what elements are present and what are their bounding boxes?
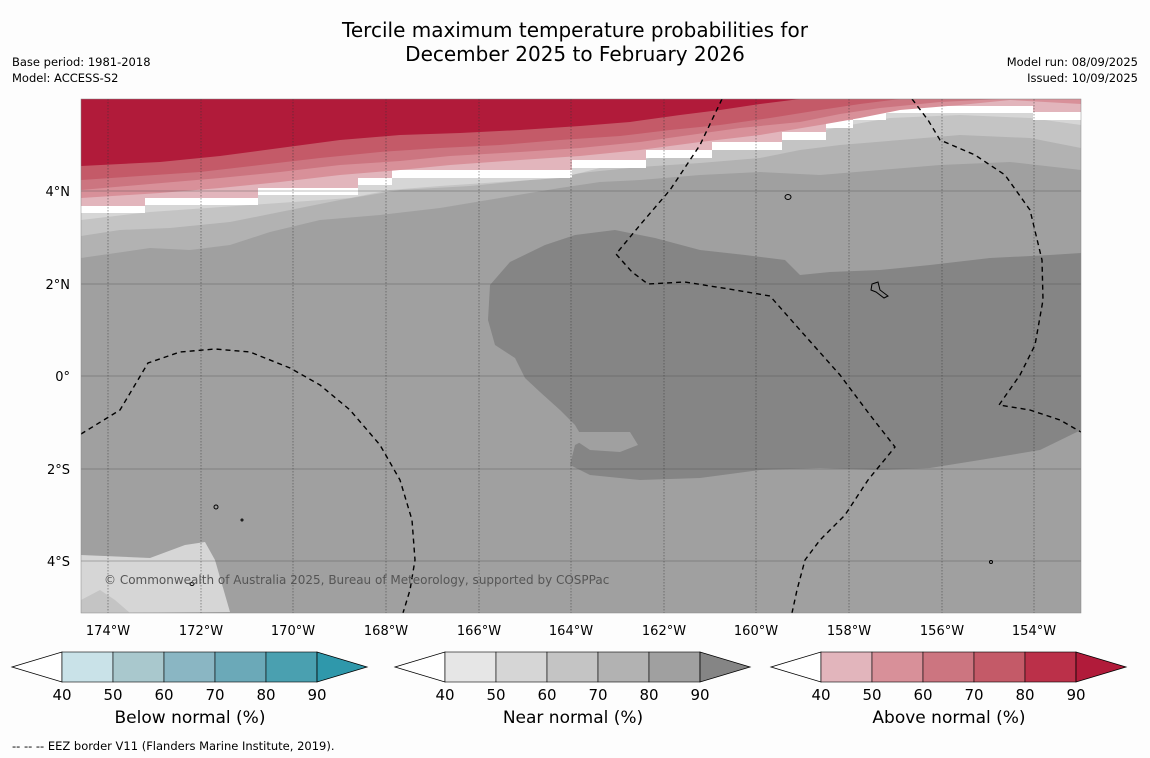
colorbar-tick-label: 90 (1066, 686, 1085, 704)
colorbar-label-below: Below normal (%) (114, 708, 266, 728)
colorbar-tick-label: 60 (913, 686, 932, 704)
colorbar-segment (214, 651, 267, 683)
colorbar-tick-label: 40 (435, 686, 454, 704)
colorbar-segment (163, 651, 216, 683)
colorbar-label-above: Above normal (%) (872, 708, 1026, 728)
colorbar-tick-label: 90 (307, 686, 326, 704)
colorbar-segment (871, 651, 924, 683)
model-run: Model run: 08/09/2025 (1006, 55, 1138, 69)
colorbar-tick-label: 70 (588, 686, 607, 704)
colorbar-segment (922, 651, 975, 683)
colorbar-segment (444, 651, 497, 683)
lon-label: 166°W (457, 624, 501, 639)
islands (189, 194, 993, 586)
colorbar-tick-label: 60 (154, 686, 173, 704)
title-line-1: Tercile maximum temperature probabilitie… (342, 18, 808, 42)
near-normal-60-patch (81, 590, 130, 613)
colorbar-tick-label: 70 (964, 686, 983, 704)
colorbar-tick-label: 80 (639, 686, 658, 704)
lon-label: 164°W (549, 624, 593, 639)
lat-label: 0° (55, 370, 70, 385)
lon-label: 174°W (86, 624, 130, 639)
lat-label: 2°S (47, 463, 70, 478)
lon-label: 160°W (734, 624, 778, 639)
latitude-lines (81, 190, 1081, 562)
lat-label: 4°N (46, 185, 71, 200)
colorbar-tick-label: 80 (256, 686, 275, 704)
lon-label: 156°W (920, 624, 964, 639)
near-normal-90-region (488, 230, 1081, 480)
colorbar-low-extend (769, 651, 822, 683)
map-frame (80, 98, 1082, 614)
metadata-left: Base period: 1981-2018 Model: ACCESS-S2 (12, 54, 151, 86)
colorbar-segment (495, 651, 548, 683)
colorbar-tick-label: 70 (205, 686, 224, 704)
colorbar-segment (1024, 651, 1077, 683)
colorbar-segment (546, 651, 599, 683)
colorbar-below-normal: 40 50 60 70 80 90 (10, 650, 370, 740)
map-field (81, 99, 1081, 613)
colorbar-high-extend (699, 651, 752, 683)
colorbar-high-extend (1075, 651, 1128, 683)
lon-label: 168°W (364, 624, 408, 639)
colorbar-segment (648, 651, 701, 683)
colorbar-tick-label: 40 (811, 686, 830, 704)
lon-label: 154°W (1012, 624, 1056, 639)
eez-footnote: -- -- -- EEZ border V11 (Flanders Marine… (12, 739, 335, 753)
issued-date: Issued: 10/09/2025 (1027, 71, 1138, 85)
colorbar-tick-label: 90 (690, 686, 709, 704)
title-line-2: December 2025 to February 2026 (405, 42, 745, 66)
colorbar-tick-label: 80 (1015, 686, 1034, 704)
colorbar-above-svg: 40 50 60 70 80 90 (769, 651, 1128, 704)
colorbar-label-near: Near normal (%) (502, 708, 644, 728)
metadata-right: Model run: 08/09/2025 Issued: 10/09/2025 (1007, 54, 1138, 86)
colorbar-high-extend (316, 651, 369, 683)
colorbar-segment (112, 651, 165, 683)
colorbar-tick-label: 50 (103, 686, 122, 704)
model-name: Model: ACCESS-S2 (12, 71, 119, 85)
colorbar-low-extend (10, 651, 63, 683)
colorbar-above-normal: 40 50 60 70 80 90 (769, 650, 1129, 740)
colorbar-tick-label: 40 (52, 686, 71, 704)
colorbar-below-svg: 40 50 60 70 80 90 (10, 651, 369, 704)
base-period: Base period: 1981-2018 (12, 55, 151, 69)
longitude-labels: 174°W 172°W 170°W 168°W 166°W 164°W 162°… (86, 624, 1056, 639)
colorbar-near-svg: 40 50 60 70 80 90 (393, 651, 752, 704)
lon-label: 162°W (642, 624, 686, 639)
lat-label: 4°S (47, 555, 70, 570)
colorbar-segment (265, 651, 318, 683)
above-normal-90-band (81, 99, 800, 166)
colorbar-segment (61, 651, 114, 683)
eez-borders (81, 99, 1081, 613)
lon-label: 158°W (827, 624, 871, 639)
near-normal-50-region (81, 542, 230, 613)
lat-label: 2°N (46, 278, 71, 293)
copyright-notice: © Commonwealth of Australia 2025, Bureau… (104, 573, 609, 587)
colorbar-low-extend (393, 651, 446, 683)
colorbar-tick-label: 50 (486, 686, 505, 704)
lon-label: 172°W (179, 624, 223, 639)
colorbar-segment (973, 651, 1026, 683)
colorbar-tick-label: 50 (862, 686, 881, 704)
colorbar-segment (820, 651, 873, 683)
colorbar-segment (597, 651, 650, 683)
colorbar-near-normal: 40 50 60 70 80 90 (393, 650, 753, 740)
map-title: Tercile maximum temperature probabilitie… (0, 18, 1150, 66)
latitude-labels: 4°N 2°N 0° 2°S 4°S (46, 185, 71, 570)
near-normal-80-inlet (575, 432, 638, 452)
colorbar-tick-label: 60 (537, 686, 556, 704)
lon-label: 170°W (271, 624, 315, 639)
